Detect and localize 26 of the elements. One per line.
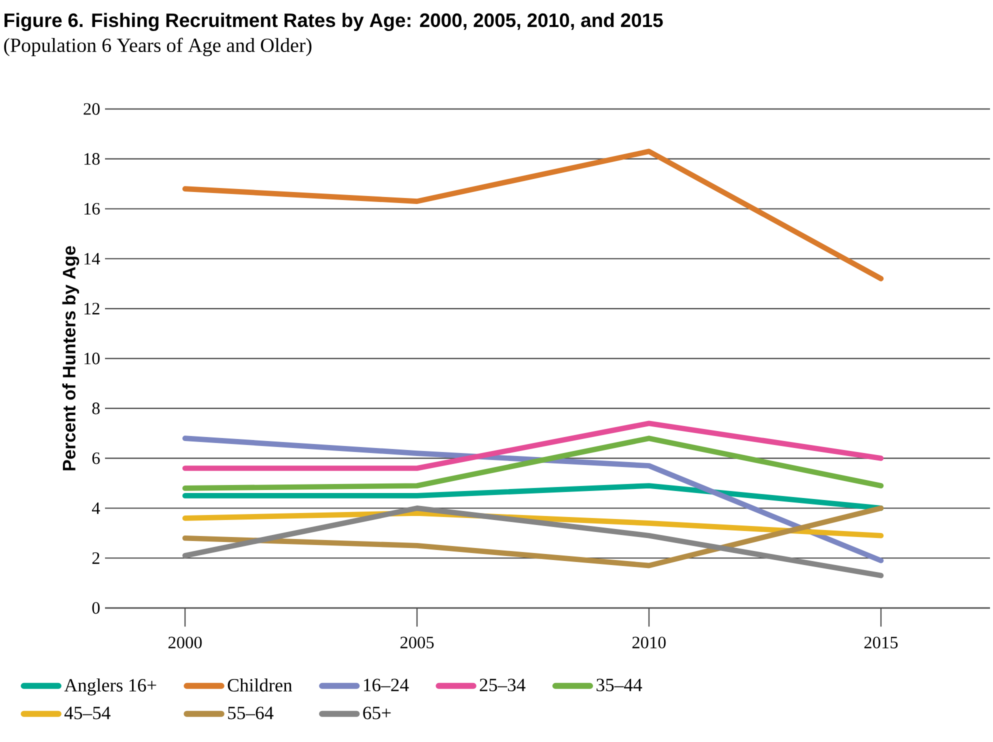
y-tick-label: 10 <box>84 352 100 364</box>
y-tick-label: 0 <box>92 602 100 614</box>
legend-label: 35–44 <box>596 678 642 692</box>
chart-title: Figure 6. Fishing Recruitment Rates by Age: 2000, 2005, 2010, and 2015 <box>4 12 663 32</box>
chart-subtitle: (Population 6 Years of Age and Older) <box>4 38 312 56</box>
x-tick-label: 2010 <box>632 636 666 648</box>
y-tick-label: 4 <box>92 502 100 514</box>
y-tick-label: 20 <box>84 103 100 115</box>
y-tick-label: 6 <box>92 452 100 464</box>
legend-label: Anglers 16+ <box>64 678 156 696</box>
y-axis-title: Percent of Hunters by Age <box>62 246 80 470</box>
y-tick-label: 18 <box>84 153 100 165</box>
legend-label: 65+ <box>363 706 391 720</box>
y-tick-label: 2 <box>92 552 100 564</box>
legend-label: Children <box>228 678 292 692</box>
x-tick-label: 2015 <box>864 636 898 648</box>
legend-label: 16–24 <box>364 678 409 692</box>
x-tick-label: 2005 <box>400 636 434 648</box>
y-tick-label: 8 <box>92 402 100 414</box>
y-tick-label: 16 <box>84 202 100 215</box>
y-tick-label: 12 <box>84 302 100 314</box>
legend-label: 45–54 <box>64 706 110 720</box>
legend-label: 55–64 <box>228 706 274 720</box>
legend-label: 25–34 <box>480 678 526 692</box>
y-tick-label: 14 <box>84 252 100 264</box>
x-tick-label: 2000 <box>168 636 202 648</box>
